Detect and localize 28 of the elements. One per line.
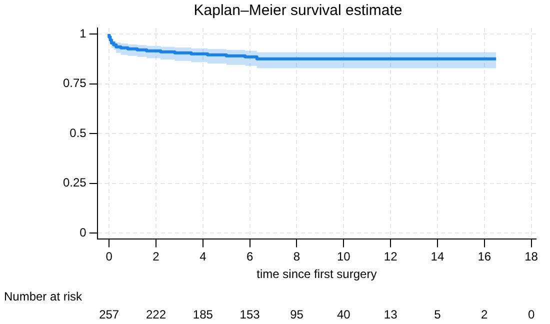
x-tick-label: 10	[336, 250, 351, 264]
x-tick-label: 6	[246, 250, 254, 264]
x-axis-title: time since first surgery	[256, 267, 377, 282]
chart-title: Kaplan–Meier survival estimate	[194, 2, 402, 20]
x-tick-label: 18	[524, 250, 538, 264]
text: 5	[434, 307, 442, 322]
x-tick-label: 14	[430, 250, 444, 264]
text: 95	[290, 307, 304, 322]
x-tick-label: 12	[384, 250, 398, 264]
y-tick-label: 0.5	[70, 126, 87, 140]
text: 0	[528, 307, 535, 322]
text: 185	[192, 307, 214, 322]
y-tick-label: 0.75	[62, 76, 87, 90]
text: Number at risk	[4, 289, 84, 304]
y-tick-label: 0	[80, 226, 87, 240]
text: 257	[99, 307, 120, 322]
x-tick-label: 8	[293, 250, 300, 264]
text: 222	[146, 307, 166, 322]
text: 153	[240, 307, 260, 322]
text: 2	[481, 307, 488, 322]
y-tick-label: 1	[80, 26, 87, 40]
x-tick-label: 2	[152, 250, 160, 264]
x-tick-label: 0	[106, 250, 113, 264]
x-tick-label: 16	[478, 250, 492, 264]
y-tick-label: 0.25	[62, 176, 87, 190]
text: 40	[336, 307, 351, 322]
text: 13	[384, 307, 398, 322]
x-tick-label: 4	[200, 250, 207, 264]
